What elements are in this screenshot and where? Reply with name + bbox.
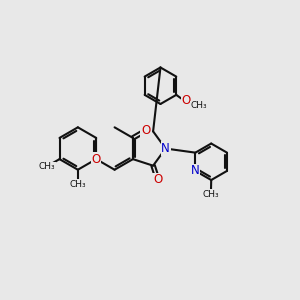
Text: CH₃: CH₃ [191,101,207,110]
Text: O: O [141,124,150,137]
Text: O: O [153,173,162,186]
Text: O: O [181,94,190,107]
Text: N: N [161,142,170,155]
Text: O: O [92,153,101,166]
Text: N: N [191,164,200,177]
Text: CH₃: CH₃ [70,180,86,189]
Text: CH₃: CH₃ [38,162,55,171]
Text: CH₃: CH₃ [203,190,220,199]
